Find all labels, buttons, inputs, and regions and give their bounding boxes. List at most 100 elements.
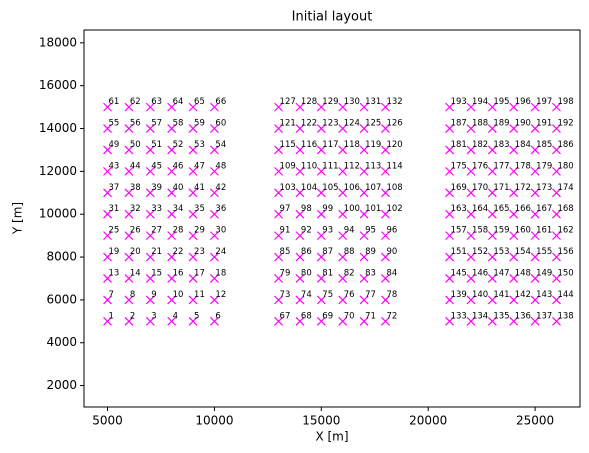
point-marker bbox=[124, 102, 134, 112]
point-marker bbox=[209, 274, 219, 283]
point-marker bbox=[209, 231, 219, 241]
point-label: 187 bbox=[451, 119, 467, 129]
point-marker bbox=[552, 231, 561, 241]
x-tick-label: 25000 bbox=[516, 414, 554, 428]
point-label: 83 bbox=[365, 268, 376, 278]
point-label: 173 bbox=[536, 183, 552, 193]
point-label: 6 bbox=[215, 311, 220, 321]
point-marker bbox=[509, 124, 519, 133]
point-marker bbox=[316, 316, 326, 326]
point-marker bbox=[530, 166, 540, 176]
point-marker bbox=[145, 231, 155, 241]
point-label: 130 bbox=[344, 97, 360, 107]
point-marker bbox=[487, 231, 497, 241]
point-marker bbox=[274, 231, 283, 241]
point-label: 41 bbox=[194, 183, 205, 193]
point-marker bbox=[552, 252, 561, 262]
point-marker bbox=[445, 102, 455, 112]
point-label: 36 bbox=[215, 204, 226, 214]
point-label: 111 bbox=[322, 161, 338, 171]
point-label: 17 bbox=[194, 268, 205, 278]
point-marker bbox=[487, 102, 497, 112]
point-label: 95 bbox=[365, 226, 376, 236]
point-marker bbox=[145, 295, 155, 305]
point-label: 52 bbox=[173, 140, 184, 150]
point-marker bbox=[530, 145, 540, 155]
point-marker bbox=[381, 316, 390, 326]
point-label: 168 bbox=[557, 204, 573, 214]
point-label: 100 bbox=[344, 204, 360, 214]
y-tick-label: 2000 bbox=[46, 378, 77, 392]
point-label: 64 bbox=[173, 97, 184, 107]
point-marker bbox=[509, 102, 519, 112]
point-label: 115 bbox=[280, 140, 296, 150]
point-label: 31 bbox=[109, 204, 120, 214]
point-label: 79 bbox=[280, 268, 291, 278]
point-marker bbox=[487, 274, 497, 283]
point-label: 137 bbox=[536, 311, 552, 321]
point-label: 85 bbox=[280, 247, 291, 257]
point-label: 73 bbox=[280, 290, 291, 300]
point-label: 119 bbox=[365, 140, 381, 150]
point-marker bbox=[445, 316, 455, 326]
point-marker bbox=[466, 124, 476, 133]
point-label: 125 bbox=[365, 119, 381, 129]
point-marker bbox=[530, 295, 540, 305]
point-label: 26 bbox=[130, 226, 141, 236]
point-marker bbox=[103, 274, 112, 283]
point-label: 1 bbox=[109, 311, 114, 321]
point-marker bbox=[209, 209, 219, 219]
point-marker bbox=[552, 188, 561, 198]
point-label: 68 bbox=[301, 311, 312, 321]
point-label: 158 bbox=[472, 226, 488, 236]
point-label: 106 bbox=[344, 183, 360, 193]
point-marker bbox=[530, 102, 540, 112]
point-marker bbox=[167, 252, 177, 262]
point-label: 21 bbox=[151, 247, 162, 257]
point-label: 195 bbox=[493, 97, 509, 107]
point-label: 81 bbox=[322, 268, 333, 278]
point-marker bbox=[552, 145, 561, 155]
point-marker bbox=[295, 316, 305, 326]
point-label: 192 bbox=[557, 119, 573, 129]
point-marker bbox=[124, 188, 134, 198]
point-label: 167 bbox=[536, 204, 552, 214]
point-label: 66 bbox=[215, 97, 226, 107]
point-marker bbox=[103, 295, 112, 305]
point-marker bbox=[103, 209, 112, 219]
point-marker bbox=[316, 209, 326, 219]
chart-title: Initial layout bbox=[292, 10, 373, 25]
point-label: 198 bbox=[557, 97, 573, 107]
point-marker bbox=[167, 166, 177, 176]
point-marker bbox=[530, 274, 540, 283]
point-marker bbox=[359, 166, 369, 176]
point-marker bbox=[381, 102, 390, 112]
point-label: 99 bbox=[322, 204, 333, 214]
point-marker bbox=[509, 316, 519, 326]
point-marker bbox=[466, 295, 476, 305]
point-marker bbox=[381, 274, 390, 283]
point-marker bbox=[381, 188, 390, 198]
point-label: 149 bbox=[536, 268, 552, 278]
point-marker bbox=[487, 295, 497, 305]
point-label: 172 bbox=[515, 183, 531, 193]
point-marker bbox=[338, 209, 348, 219]
point-marker bbox=[274, 209, 283, 219]
point-label: 57 bbox=[151, 119, 162, 129]
point-label: 118 bbox=[344, 140, 360, 150]
point-marker bbox=[295, 231, 305, 241]
point-marker bbox=[124, 145, 134, 155]
point-label: 152 bbox=[472, 247, 488, 257]
point-marker bbox=[167, 316, 177, 326]
point-marker bbox=[466, 102, 476, 112]
point-label: 181 bbox=[451, 140, 467, 150]
x-tick-label: 15000 bbox=[302, 414, 340, 428]
point-marker bbox=[188, 274, 198, 283]
point-label: 104 bbox=[301, 183, 317, 193]
point-marker bbox=[188, 166, 198, 176]
y-tick-label: 12000 bbox=[39, 164, 77, 178]
point-label: 182 bbox=[472, 140, 488, 150]
point-label: 53 bbox=[194, 140, 205, 150]
point-marker bbox=[103, 316, 112, 326]
point-label: 25 bbox=[109, 226, 120, 236]
